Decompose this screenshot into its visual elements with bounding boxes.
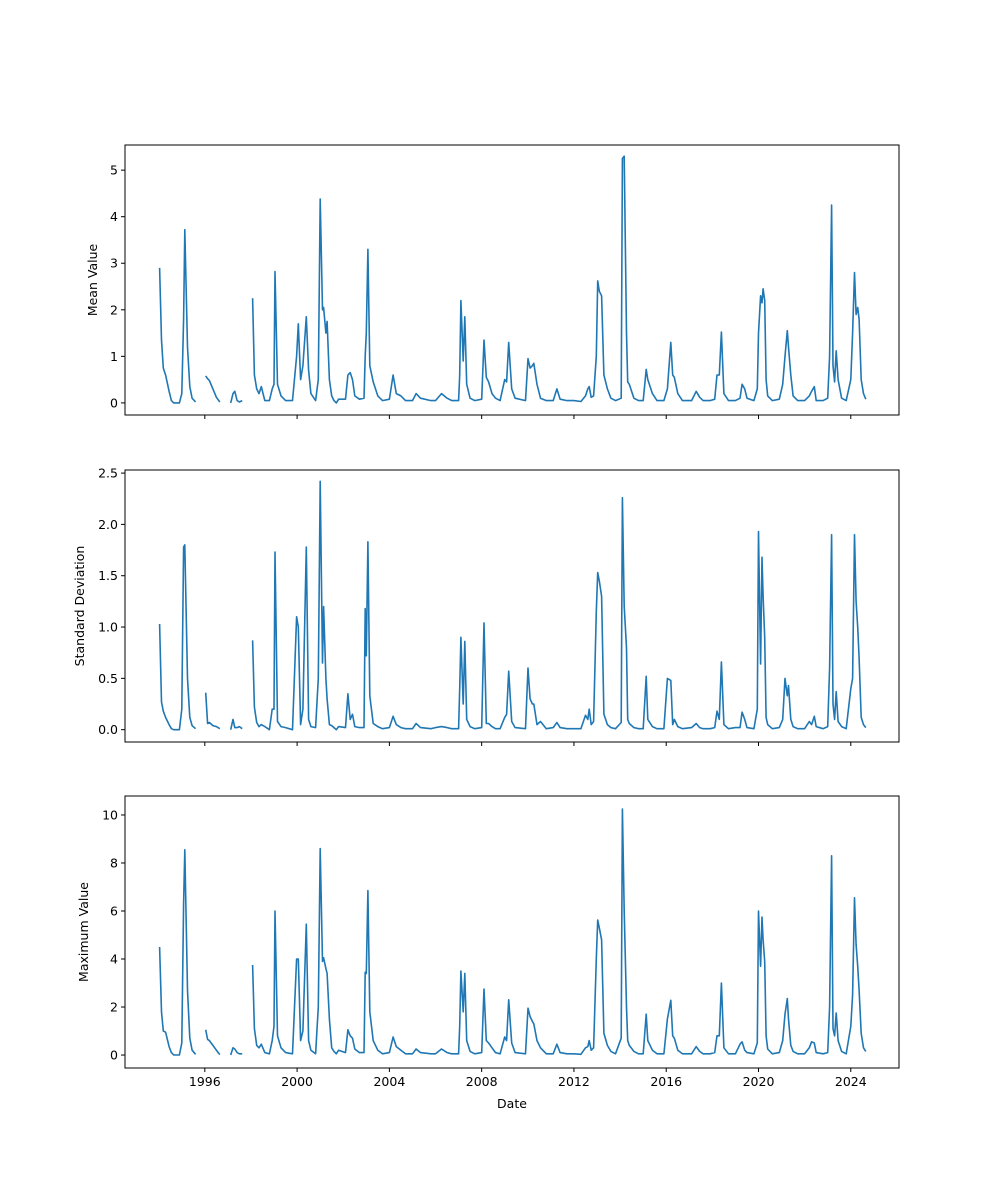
- y-tick-label: 2.5: [98, 466, 118, 481]
- y-tick-label: 1.5: [98, 568, 118, 583]
- y-tick-label: 4: [110, 952, 118, 967]
- y-tick-label: 1: [110, 349, 118, 364]
- y-tick-label: 4: [110, 209, 118, 224]
- y-axis-label: Maximum Value: [76, 882, 91, 982]
- x-tick-label: 2020: [743, 1074, 775, 1089]
- y-tick-label: 0.5: [98, 671, 118, 686]
- y-tick-label: 0.0: [98, 722, 118, 737]
- y-tick-label: 3: [110, 256, 118, 271]
- x-tick-label: 2000: [281, 1074, 313, 1089]
- y-tick-label: 1.0: [98, 620, 118, 635]
- y-tick-label: 0: [110, 395, 118, 410]
- y-tick-label: 6: [110, 903, 118, 918]
- axes-frame: [124, 144, 900, 416]
- x-tick-label: 2016: [650, 1074, 682, 1089]
- x-tick-label: 1996: [189, 1074, 221, 1089]
- y-tick-label: 2: [110, 1000, 118, 1015]
- y-tick-label: 10: [102, 807, 118, 822]
- y-tick-label: 2: [110, 302, 118, 317]
- y-axis-label: Standard Deviation: [72, 546, 87, 667]
- x-tick-label: 2004: [373, 1074, 405, 1089]
- axes-frame: [124, 469, 900, 743]
- panel-standard-deviation: Standard Deviation 0.0 0.5 1.0 1.5 2.0 2.5: [72, 466, 900, 746]
- y-axis-label: Mean Value: [85, 244, 100, 317]
- y-tick-label: 8: [110, 855, 118, 870]
- x-tick-label: 2024: [835, 1074, 867, 1089]
- x-tick-label: 2008: [466, 1074, 498, 1089]
- series-line-mean: [158, 155, 867, 404]
- series-line-std: [158, 480, 867, 731]
- y-tick-label: 2.0: [98, 517, 118, 532]
- panel-maximum-value: Maximum Value Date 0 2 4 6 8 10 1996 2000 2004 20…: [76, 795, 900, 1111]
- x-axis-label: Date: [497, 1096, 527, 1111]
- series-line-max: [158, 808, 867, 1056]
- axes-frame: [124, 795, 900, 1069]
- x-tick-label: 2012: [558, 1074, 590, 1089]
- panel-mean-value: Mean Value 0 1 2 3 4 5: [85, 144, 900, 419]
- y-tick-label: 0: [110, 1048, 118, 1063]
- y-tick-label: 5: [110, 163, 118, 178]
